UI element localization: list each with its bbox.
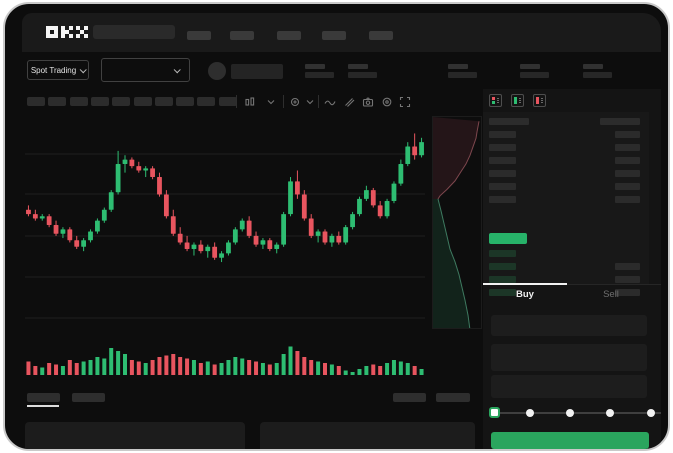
total-input[interactable] bbox=[491, 375, 647, 398]
overlay-chevron-icon[interactable] bbox=[304, 95, 316, 107]
orderbook-bids-icon[interactable] bbox=[511, 94, 524, 107]
toolbar-divider bbox=[318, 95, 319, 108]
slider-step-dot[interactable] bbox=[647, 409, 655, 417]
okx-logo bbox=[46, 26, 88, 38]
tablet-frame: Spot Trading bbox=[3, 2, 670, 451]
fullscreen-icon[interactable] bbox=[399, 95, 411, 108]
screenshot-icon[interactable] bbox=[362, 95, 374, 107]
buy-tab-indicator bbox=[483, 283, 567, 285]
active-tab-indicator bbox=[27, 405, 59, 407]
ask-amount-row[interactable] bbox=[615, 170, 640, 177]
positions-table-panel bbox=[260, 422, 475, 449]
percent-slider[interactable] bbox=[495, 412, 661, 414]
last-price-badge[interactable] bbox=[489, 233, 527, 244]
trade-panel: Buy Sell bbox=[483, 89, 661, 449]
chevron-down-icon bbox=[79, 65, 87, 73]
ticker-stat bbox=[448, 64, 477, 78]
tab-buy[interactable]: Buy bbox=[516, 289, 534, 300]
timeframe-button[interactable] bbox=[176, 97, 195, 106]
ask-amount-row[interactable] bbox=[615, 144, 640, 151]
timeframe-button[interactable] bbox=[112, 97, 131, 106]
timeframe-button[interactable] bbox=[154, 97, 173, 106]
top-navigation-bar bbox=[22, 13, 661, 52]
orderbook-amount-header bbox=[600, 118, 640, 125]
orders-table-panel bbox=[25, 422, 245, 449]
nav-item[interactable] bbox=[322, 31, 346, 40]
coin-avatar bbox=[208, 62, 226, 80]
slider-handle-active[interactable] bbox=[489, 407, 500, 418]
ask-price-row[interactable] bbox=[489, 196, 516, 203]
interval-chevron-icon[interactable] bbox=[265, 95, 277, 107]
bottom-link-2[interactable] bbox=[436, 393, 470, 402]
bottom-link-1[interactable] bbox=[393, 393, 426, 402]
timeframe-button[interactable] bbox=[90, 97, 109, 106]
toolbar-divider bbox=[283, 95, 284, 108]
draw-icon[interactable] bbox=[343, 95, 355, 107]
search-input[interactable] bbox=[93, 25, 175, 39]
nav-item[interactable] bbox=[187, 31, 211, 40]
orderbook bbox=[483, 112, 649, 296]
settings-icon[interactable] bbox=[381, 95, 393, 107]
ticker-stat bbox=[348, 64, 377, 78]
timeframe-button[interactable] bbox=[27, 97, 45, 106]
depth-chart[interactable] bbox=[432, 116, 482, 329]
nav-item[interactable] bbox=[277, 31, 301, 40]
nav-item[interactable] bbox=[369, 31, 393, 40]
volume-chart bbox=[26, 346, 424, 375]
slider-step-dot[interactable] bbox=[566, 409, 574, 417]
ask-price-row[interactable] bbox=[489, 131, 516, 138]
ask-price-row[interactable] bbox=[489, 170, 516, 177]
candle-style-icon[interactable] bbox=[244, 95, 256, 107]
bid-amount-row[interactable] bbox=[615, 289, 640, 296]
ask-amount-row[interactable] bbox=[615, 157, 640, 164]
ticker-stat bbox=[520, 64, 549, 78]
bid-amount-row[interactable] bbox=[615, 276, 640, 283]
orderbook-price-header bbox=[489, 118, 529, 125]
ticker-stat bbox=[305, 64, 334, 78]
ticker-stat bbox=[583, 64, 612, 78]
tab-sell[interactable]: Sell bbox=[603, 289, 619, 300]
tabbar-divider bbox=[483, 284, 661, 285]
timeframe-button[interactable] bbox=[197, 97, 216, 106]
timeframe-button[interactable] bbox=[218, 97, 237, 106]
bid-price-row[interactable] bbox=[489, 289, 516, 296]
ask-price-row[interactable] bbox=[489, 144, 516, 151]
candlestick-chart[interactable] bbox=[25, 116, 425, 334]
pair-dropdown[interactable] bbox=[101, 58, 190, 82]
ask-amount-row[interactable] bbox=[615, 196, 640, 203]
timeframe-button[interactable] bbox=[48, 97, 67, 106]
bottom-tab-history[interactable] bbox=[72, 393, 105, 402]
toolbar-divider bbox=[236, 95, 237, 108]
ask-price-row[interactable] bbox=[489, 157, 516, 164]
amount-input[interactable] bbox=[491, 344, 647, 371]
market-type-label: Spot Trading bbox=[30, 65, 77, 75]
bottom-tab-orders[interactable] bbox=[27, 393, 60, 402]
orderbook-all-icon[interactable] bbox=[489, 94, 502, 107]
bid-price-row[interactable] bbox=[489, 263, 516, 270]
compare-icon[interactable] bbox=[289, 95, 301, 107]
buy-submit-button[interactable] bbox=[491, 432, 649, 449]
pair-name-placeholder bbox=[231, 64, 283, 79]
bid-amount-row[interactable] bbox=[615, 263, 640, 270]
bid-price-row[interactable] bbox=[489, 276, 516, 283]
slider-step-dot[interactable] bbox=[526, 409, 534, 417]
indicator-icon[interactable] bbox=[324, 95, 336, 107]
orderbook-asks-icon[interactable] bbox=[533, 94, 546, 107]
ask-amount-row[interactable] bbox=[615, 131, 640, 138]
bid-price-row[interactable] bbox=[489, 250, 516, 257]
market-type-dropdown[interactable]: Spot Trading bbox=[27, 60, 89, 80]
ask-price-row[interactable] bbox=[489, 183, 516, 190]
timeframe-button[interactable] bbox=[133, 97, 152, 106]
ask-amount-row[interactable] bbox=[615, 183, 640, 190]
slider-step-dot[interactable] bbox=[606, 409, 614, 417]
chevron-down-icon bbox=[173, 66, 181, 74]
timeframe-button[interactable] bbox=[69, 97, 88, 106]
price-input[interactable] bbox=[491, 315, 647, 336]
nav-item[interactable] bbox=[230, 31, 254, 40]
